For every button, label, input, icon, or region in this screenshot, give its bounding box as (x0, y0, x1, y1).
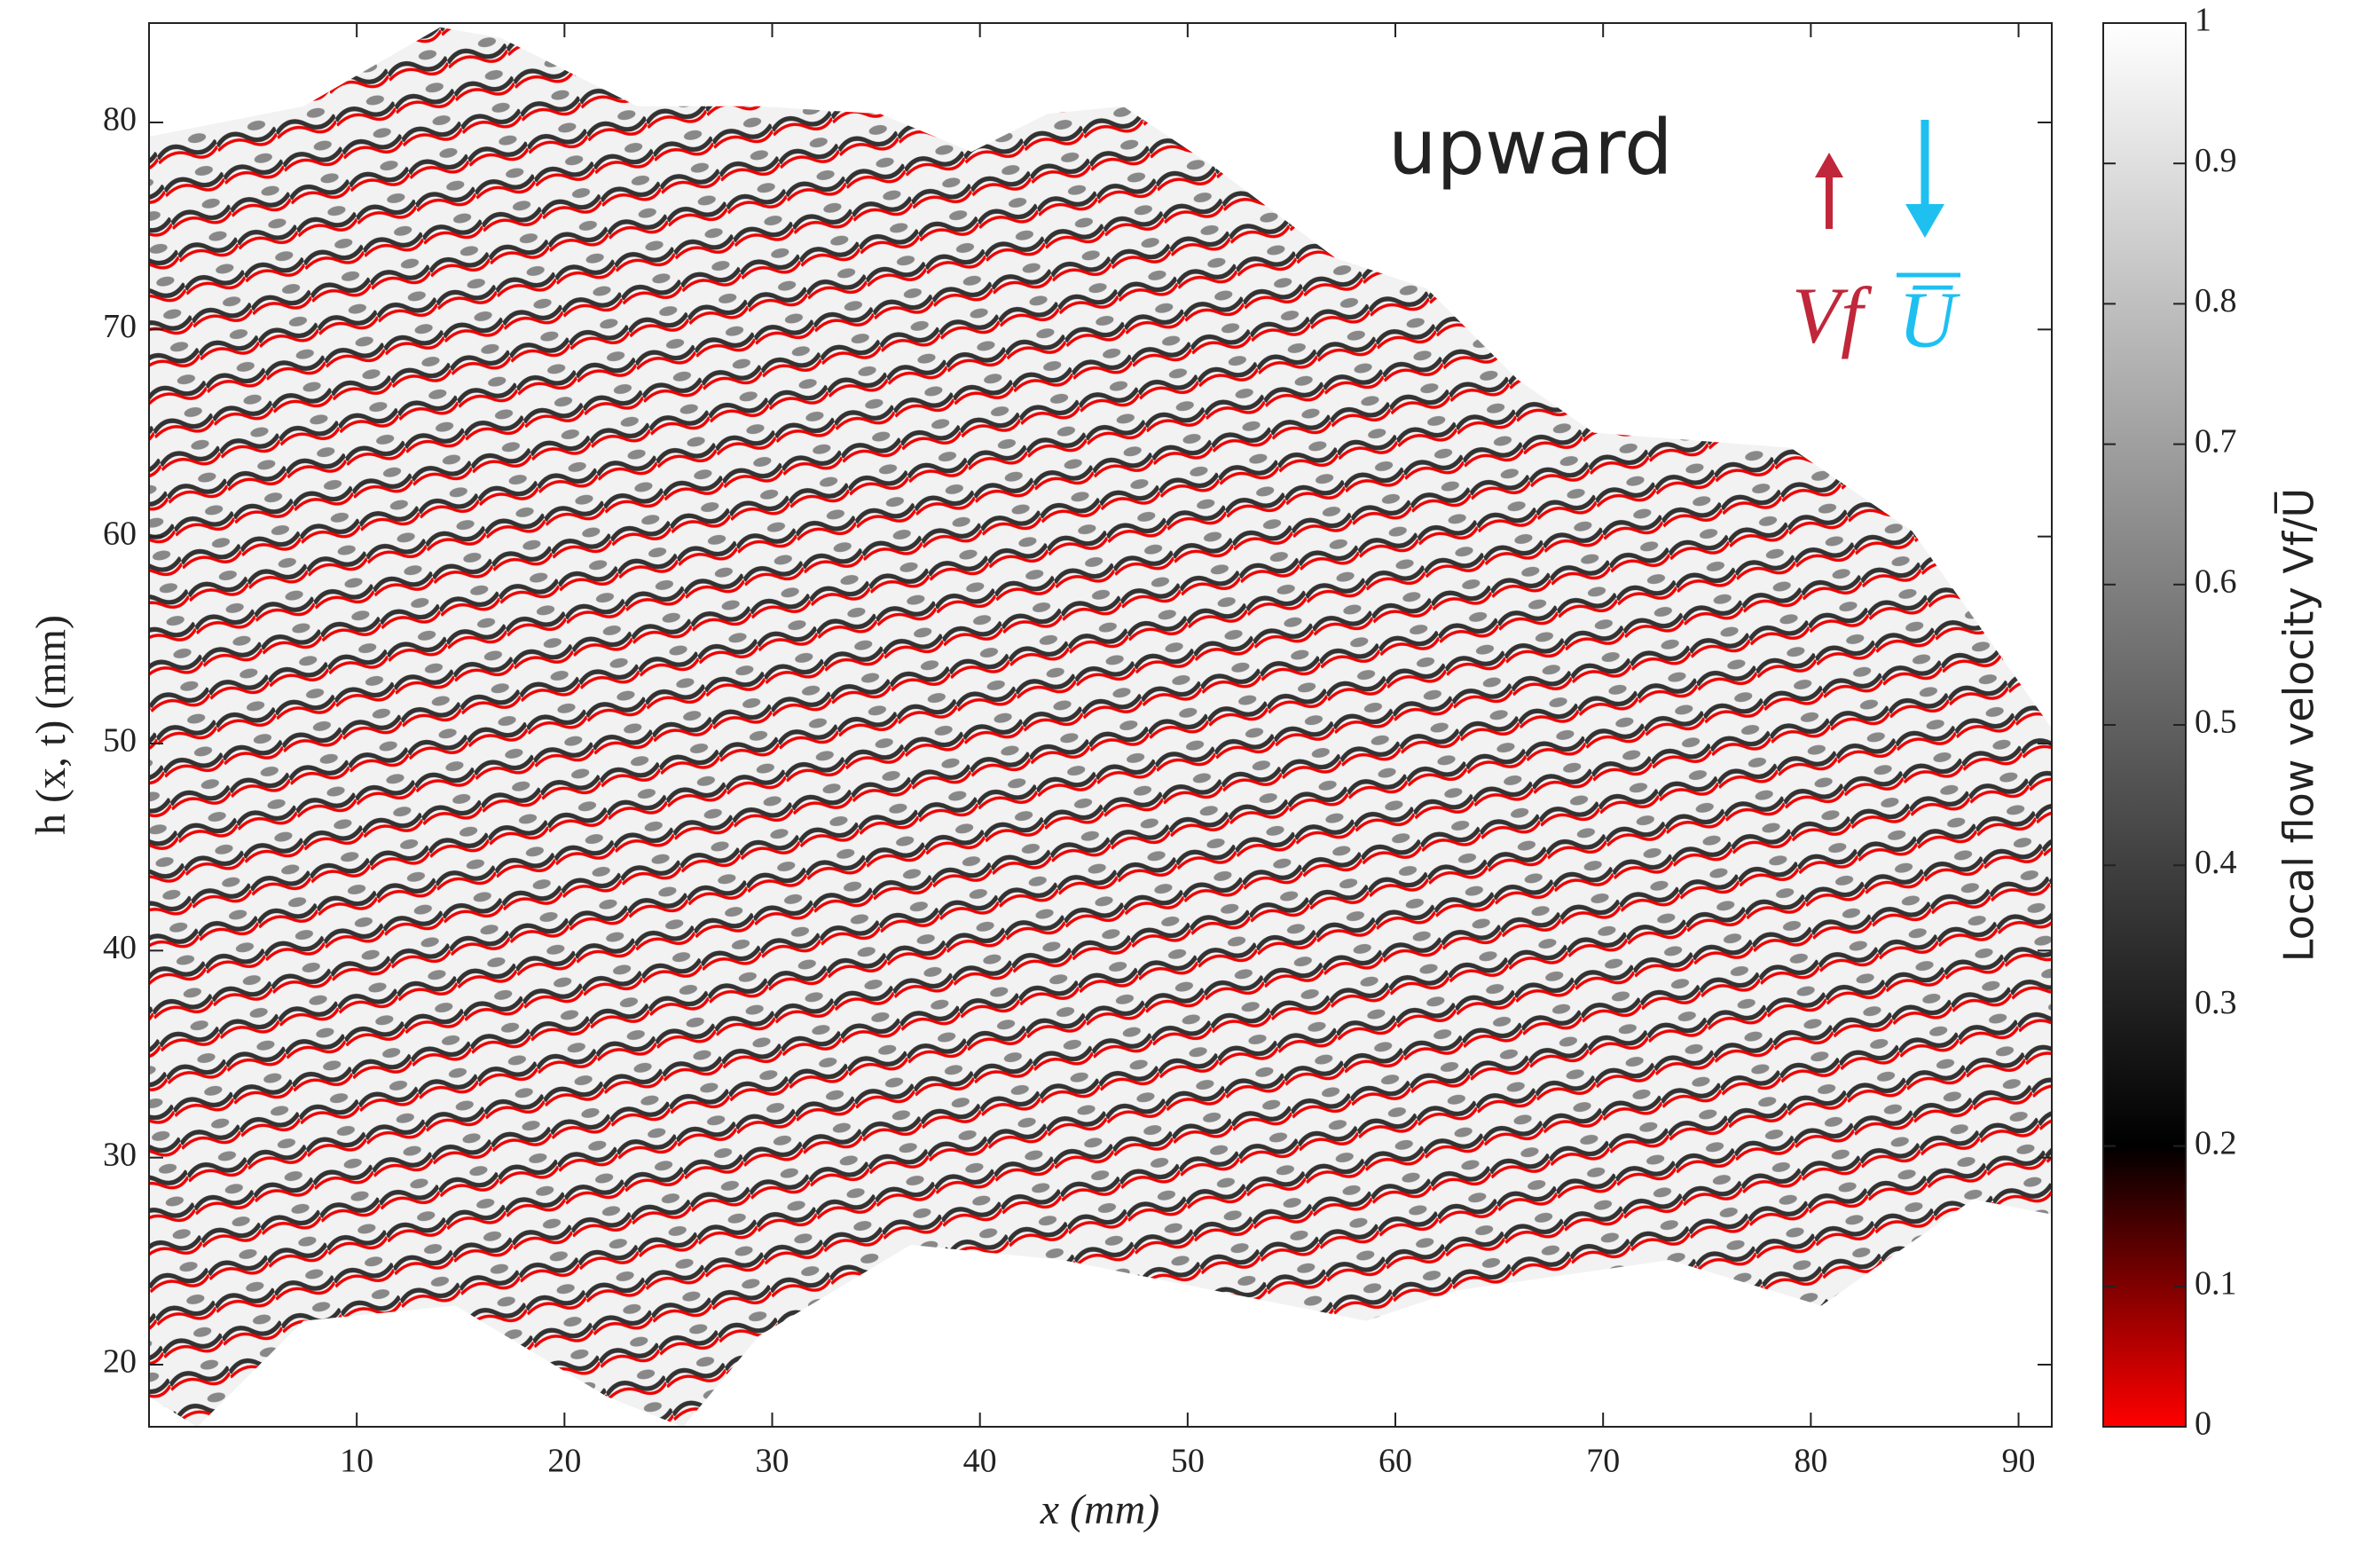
colorbar-tick-label: 0.9 (2195, 142, 2237, 179)
mean-velocity-label: U̅ (1898, 277, 1960, 365)
y-tick-label: 30 (103, 1136, 137, 1173)
colorbar-tick-label: 1 (2195, 2, 2211, 39)
x-tick-label: 90 (2002, 1443, 2036, 1480)
colorbar-tick-label: 0.7 (2195, 422, 2237, 460)
y-tick-label: 50 (103, 722, 137, 760)
colorbar-tick-label: 0.1 (2195, 1265, 2237, 1303)
x-tick-label: 60 (1379, 1443, 1412, 1480)
x-axis-label: x (mm) (1040, 1486, 1160, 1533)
x-tick-label: 40 (963, 1443, 997, 1480)
y-tick-label: 60 (103, 515, 137, 552)
front-arrow-head (1815, 153, 1843, 177)
colorbar-tick-label: 0.6 (2195, 563, 2237, 601)
y-tick-label: 70 (103, 308, 137, 345)
colorbar-tick-label: 0.5 (2195, 704, 2237, 741)
x-tick-label: 70 (1586, 1443, 1620, 1480)
x-tick-label: 30 (756, 1443, 789, 1480)
colorbar-tick-label: 0 (2195, 1405, 2211, 1443)
colorbar-tick-label: 0.8 (2195, 282, 2237, 319)
y-tick-label: 20 (103, 1343, 137, 1381)
y-axis-label: h (x, t) (mm) (27, 615, 75, 835)
y-tick-label: 40 (103, 929, 137, 966)
plot-frame (148, 22, 2053, 1428)
x-tick-label: 10 (340, 1443, 373, 1480)
x-tick-label: 50 (1171, 1443, 1205, 1480)
colorbar-tick-label: 0.3 (2195, 984, 2237, 1021)
x-tick-label: 80 (1794, 1443, 1827, 1480)
colorbar-label: Local flow velocity Vf/U̅ (2274, 488, 2322, 962)
front-velocity-label: Vf (1792, 272, 1873, 360)
legend-arrows: Vf U̅ (1792, 120, 1960, 365)
y-tick-label: 80 (103, 101, 137, 138)
flow-texture (148, 27, 2053, 1428)
colorbar-tick-label: 0.4 (2195, 844, 2237, 881)
direction-label: upward (1388, 103, 1673, 192)
mean-arrow-head (1905, 204, 1944, 238)
x-tick-label: 20 (547, 1443, 581, 1480)
colorbar (2102, 22, 2187, 1428)
colorbar-tick-label: 0.2 (2195, 1124, 2237, 1161)
